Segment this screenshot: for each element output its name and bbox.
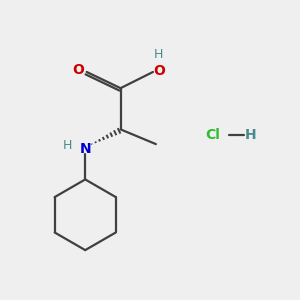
Text: H: H — [62, 139, 72, 152]
Text: Cl: Cl — [205, 128, 220, 142]
Text: N: N — [80, 142, 91, 155]
Text: O: O — [153, 64, 165, 78]
Text: H: H — [244, 128, 256, 142]
Text: H: H — [154, 48, 164, 62]
Text: O: O — [73, 64, 84, 77]
